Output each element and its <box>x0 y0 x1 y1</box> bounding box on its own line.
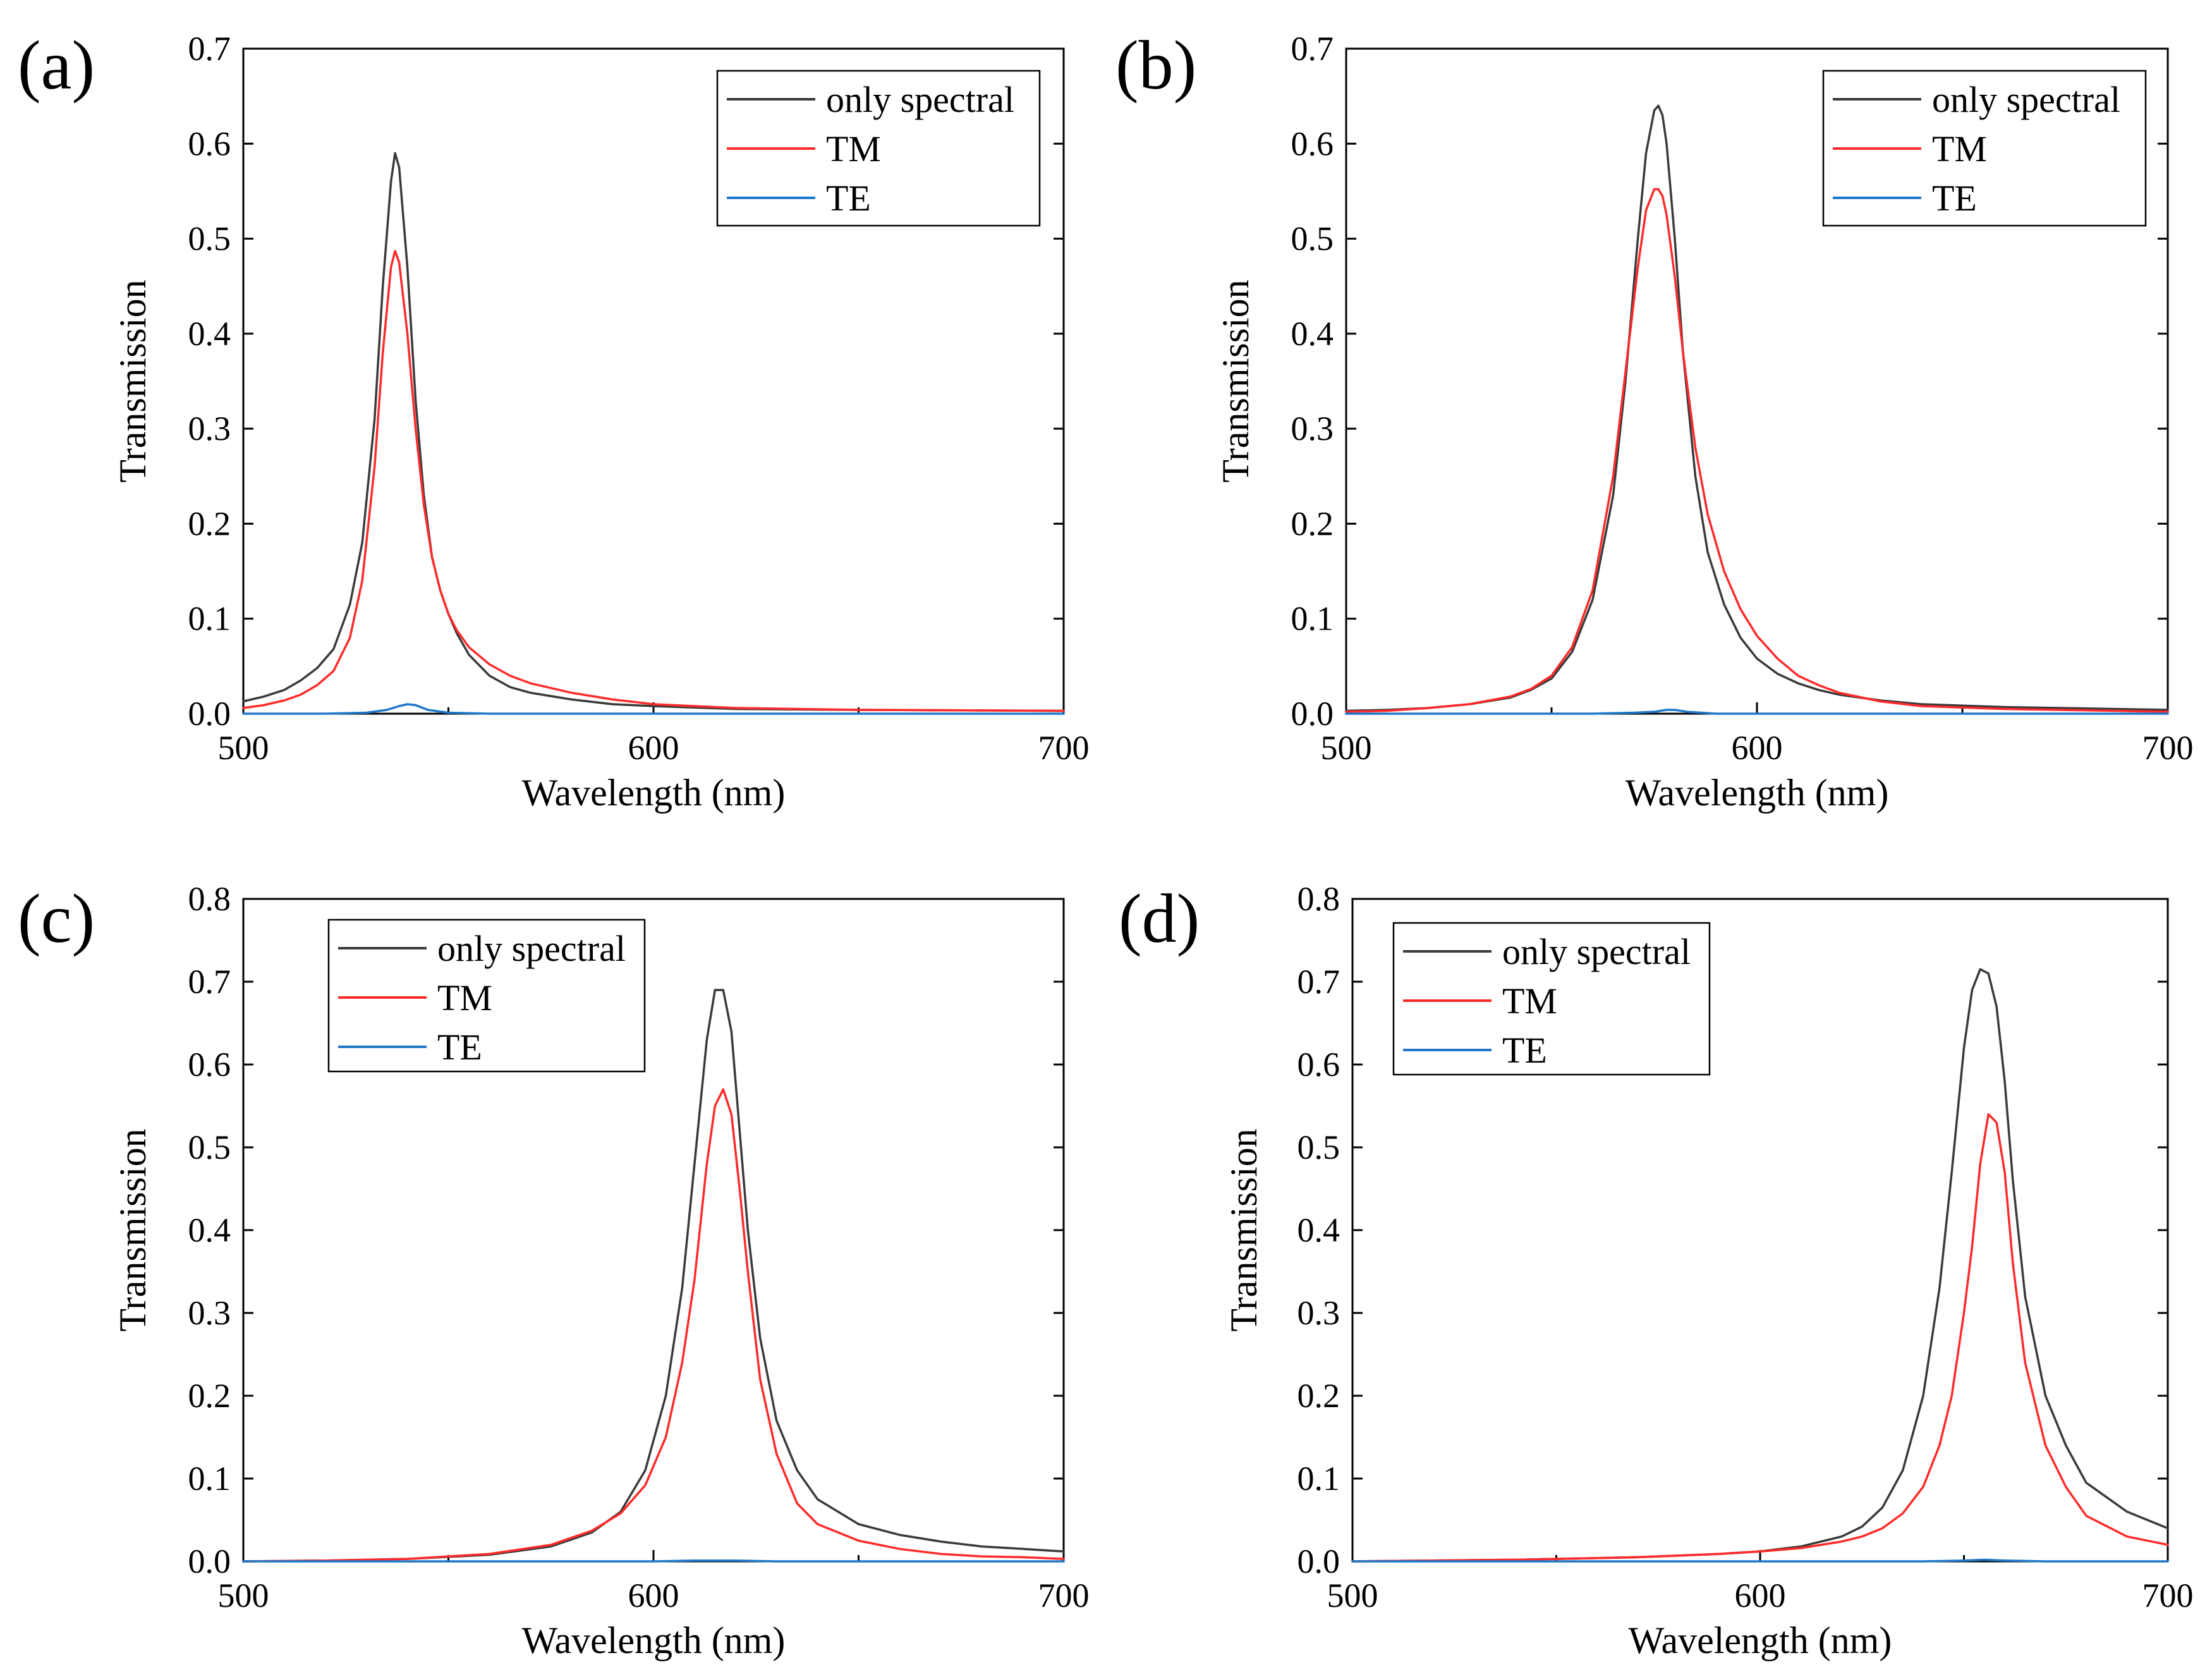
panel-label: (b) <box>1115 27 1196 104</box>
legend: only spectral TM TE <box>1822 70 2147 227</box>
x-tick-label: 700 <box>2142 1577 2194 1614</box>
panel-label: (c) <box>18 880 95 957</box>
legend-label: TM <box>826 128 881 169</box>
legend-label: only spectral <box>1932 79 2120 120</box>
legend-label: TE <box>1932 178 1977 219</box>
y-tick-label: 0.5 <box>1297 1128 1340 1166</box>
legend-label: TE <box>437 1027 482 1068</box>
x-axis-title: Wavelength (nm) <box>522 772 786 814</box>
y-tick-label: 0.4 <box>1291 315 1334 353</box>
y-tick-label: 0.6 <box>1291 125 1334 162</box>
y-tick-label: 0.3 <box>188 410 231 448</box>
y-tick-label: 0.2 <box>188 1377 231 1415</box>
legend: only spectral TM TE <box>716 70 1041 227</box>
y-axis-title: Transmission <box>112 1128 154 1331</box>
y-tick-label: 0.0 <box>1297 1542 1340 1580</box>
series-line-te <box>1351 1558 2169 1563</box>
legend-label: TM <box>437 977 492 1018</box>
y-tick-label: 0.4 <box>1297 1211 1340 1249</box>
x-axis-title: Wavelength (nm) <box>522 1620 786 1661</box>
legend: only spectral TM TE <box>327 918 646 1073</box>
x-tick-label: 500 <box>218 1577 269 1614</box>
y-tick-label: 0.6 <box>188 1046 231 1083</box>
legend-label: TE <box>1502 1030 1547 1071</box>
x-tick-label: 700 <box>1038 1577 1090 1614</box>
legend-label: TM <box>1502 980 1557 1022</box>
y-tick-label: 0.1 <box>188 600 231 638</box>
legend-label: only spectral <box>1502 931 1691 972</box>
panel-label: (a) <box>18 27 95 104</box>
y-tick-label: 0.0 <box>188 695 231 733</box>
series-line-tm <box>242 1088 1065 1563</box>
x-tick-label: 600 <box>1735 1577 1786 1614</box>
chart-panel-3: (c) 0.0 0.1 0.2 0.3 0.4 0.5 0.6 0.7 0.8 500 600 700 W… <box>18 880 1090 1661</box>
x-axis-title: Wavelength (nm) <box>1629 1620 1892 1661</box>
y-tick-label: 0.2 <box>188 504 231 542</box>
series-line-tm <box>1351 1113 2169 1563</box>
y-tick-label: 0.5 <box>188 220 231 258</box>
series-line-only-spectral <box>242 152 1065 712</box>
x-tick-label: 600 <box>1732 729 1783 767</box>
series-line-tm <box>242 250 1065 712</box>
y-axis-title: Transmission <box>112 279 154 482</box>
chart-panel-4: (d) 0.0 0.1 0.2 0.3 0.4 0.5 0.6 0.7 0.8 500 600 700 W… <box>1119 880 2194 1661</box>
y-tick-label: 0.4 <box>188 1211 231 1249</box>
y-tick-label: 0.0 <box>1291 695 1334 733</box>
y-tick-label: 0.3 <box>1291 410 1334 448</box>
y-tick-label: 0.5 <box>1291 220 1334 258</box>
legend-label: only spectral <box>826 79 1014 120</box>
x-tick-label: 600 <box>628 1577 679 1614</box>
y-tick-label: 0.7 <box>188 963 231 1001</box>
y-tick-label: 0.7 <box>1291 30 1334 68</box>
y-tick-label: 0.1 <box>1297 1460 1340 1498</box>
x-tick-label: 700 <box>1038 729 1090 767</box>
y-tick-label: 0.6 <box>188 125 231 162</box>
series-line-te <box>242 703 1065 715</box>
x-tick-label: 500 <box>1327 1577 1378 1614</box>
y-tick-label: 0.3 <box>188 1294 231 1332</box>
x-tick-label: 500 <box>218 729 269 767</box>
chart-panel-1: (a) 0.0 0.1 0.2 0.3 0.4 0.5 0.6 0.7 500 600 700 Wave… <box>18 27 1090 814</box>
legend-label: only spectral <box>437 928 626 969</box>
legend-label: TM <box>1932 128 1987 169</box>
y-tick-label: 0.7 <box>1297 963 1340 1001</box>
series-line-only-spectral <box>242 989 1065 1563</box>
y-tick-label: 0.2 <box>1291 504 1334 542</box>
series-line-te <box>1345 709 2169 715</box>
y-tick-label: 0.3 <box>1297 1294 1340 1332</box>
y-axis-title: Transmission <box>1223 1128 1265 1331</box>
x-axis-title: Wavelength (nm) <box>1626 772 1889 814</box>
y-tick-label: 0.2 <box>1297 1377 1340 1415</box>
x-tick-label: 600 <box>628 729 679 767</box>
x-tick-label: 500 <box>1321 729 1372 767</box>
y-axis-title: Transmission <box>1215 279 1256 482</box>
y-tick-label: 0.5 <box>188 1128 231 1166</box>
y-tick-label: 0.7 <box>188 30 231 68</box>
x-tick-label: 700 <box>2142 729 2194 767</box>
chart-panel-2: (b) 0.0 0.1 0.2 0.3 0.4 0.5 0.6 0.7 500 600 700 Wave… <box>1115 27 2194 814</box>
legend-label: TE <box>826 178 871 219</box>
y-tick-label: 0.6 <box>1297 1046 1340 1083</box>
y-tick-label: 0.1 <box>1291 600 1334 638</box>
y-tick-label: 0.0 <box>188 1542 231 1580</box>
y-tick-label: 0.4 <box>188 315 231 353</box>
panel-label: (d) <box>1119 880 1200 957</box>
series-line-tm <box>1345 188 2169 713</box>
y-tick-label: 0.8 <box>1297 880 1340 918</box>
y-tick-label: 0.1 <box>188 1460 231 1498</box>
legend: only spectral TM TE <box>1392 922 1711 1076</box>
y-tick-label: 0.8 <box>188 880 231 918</box>
